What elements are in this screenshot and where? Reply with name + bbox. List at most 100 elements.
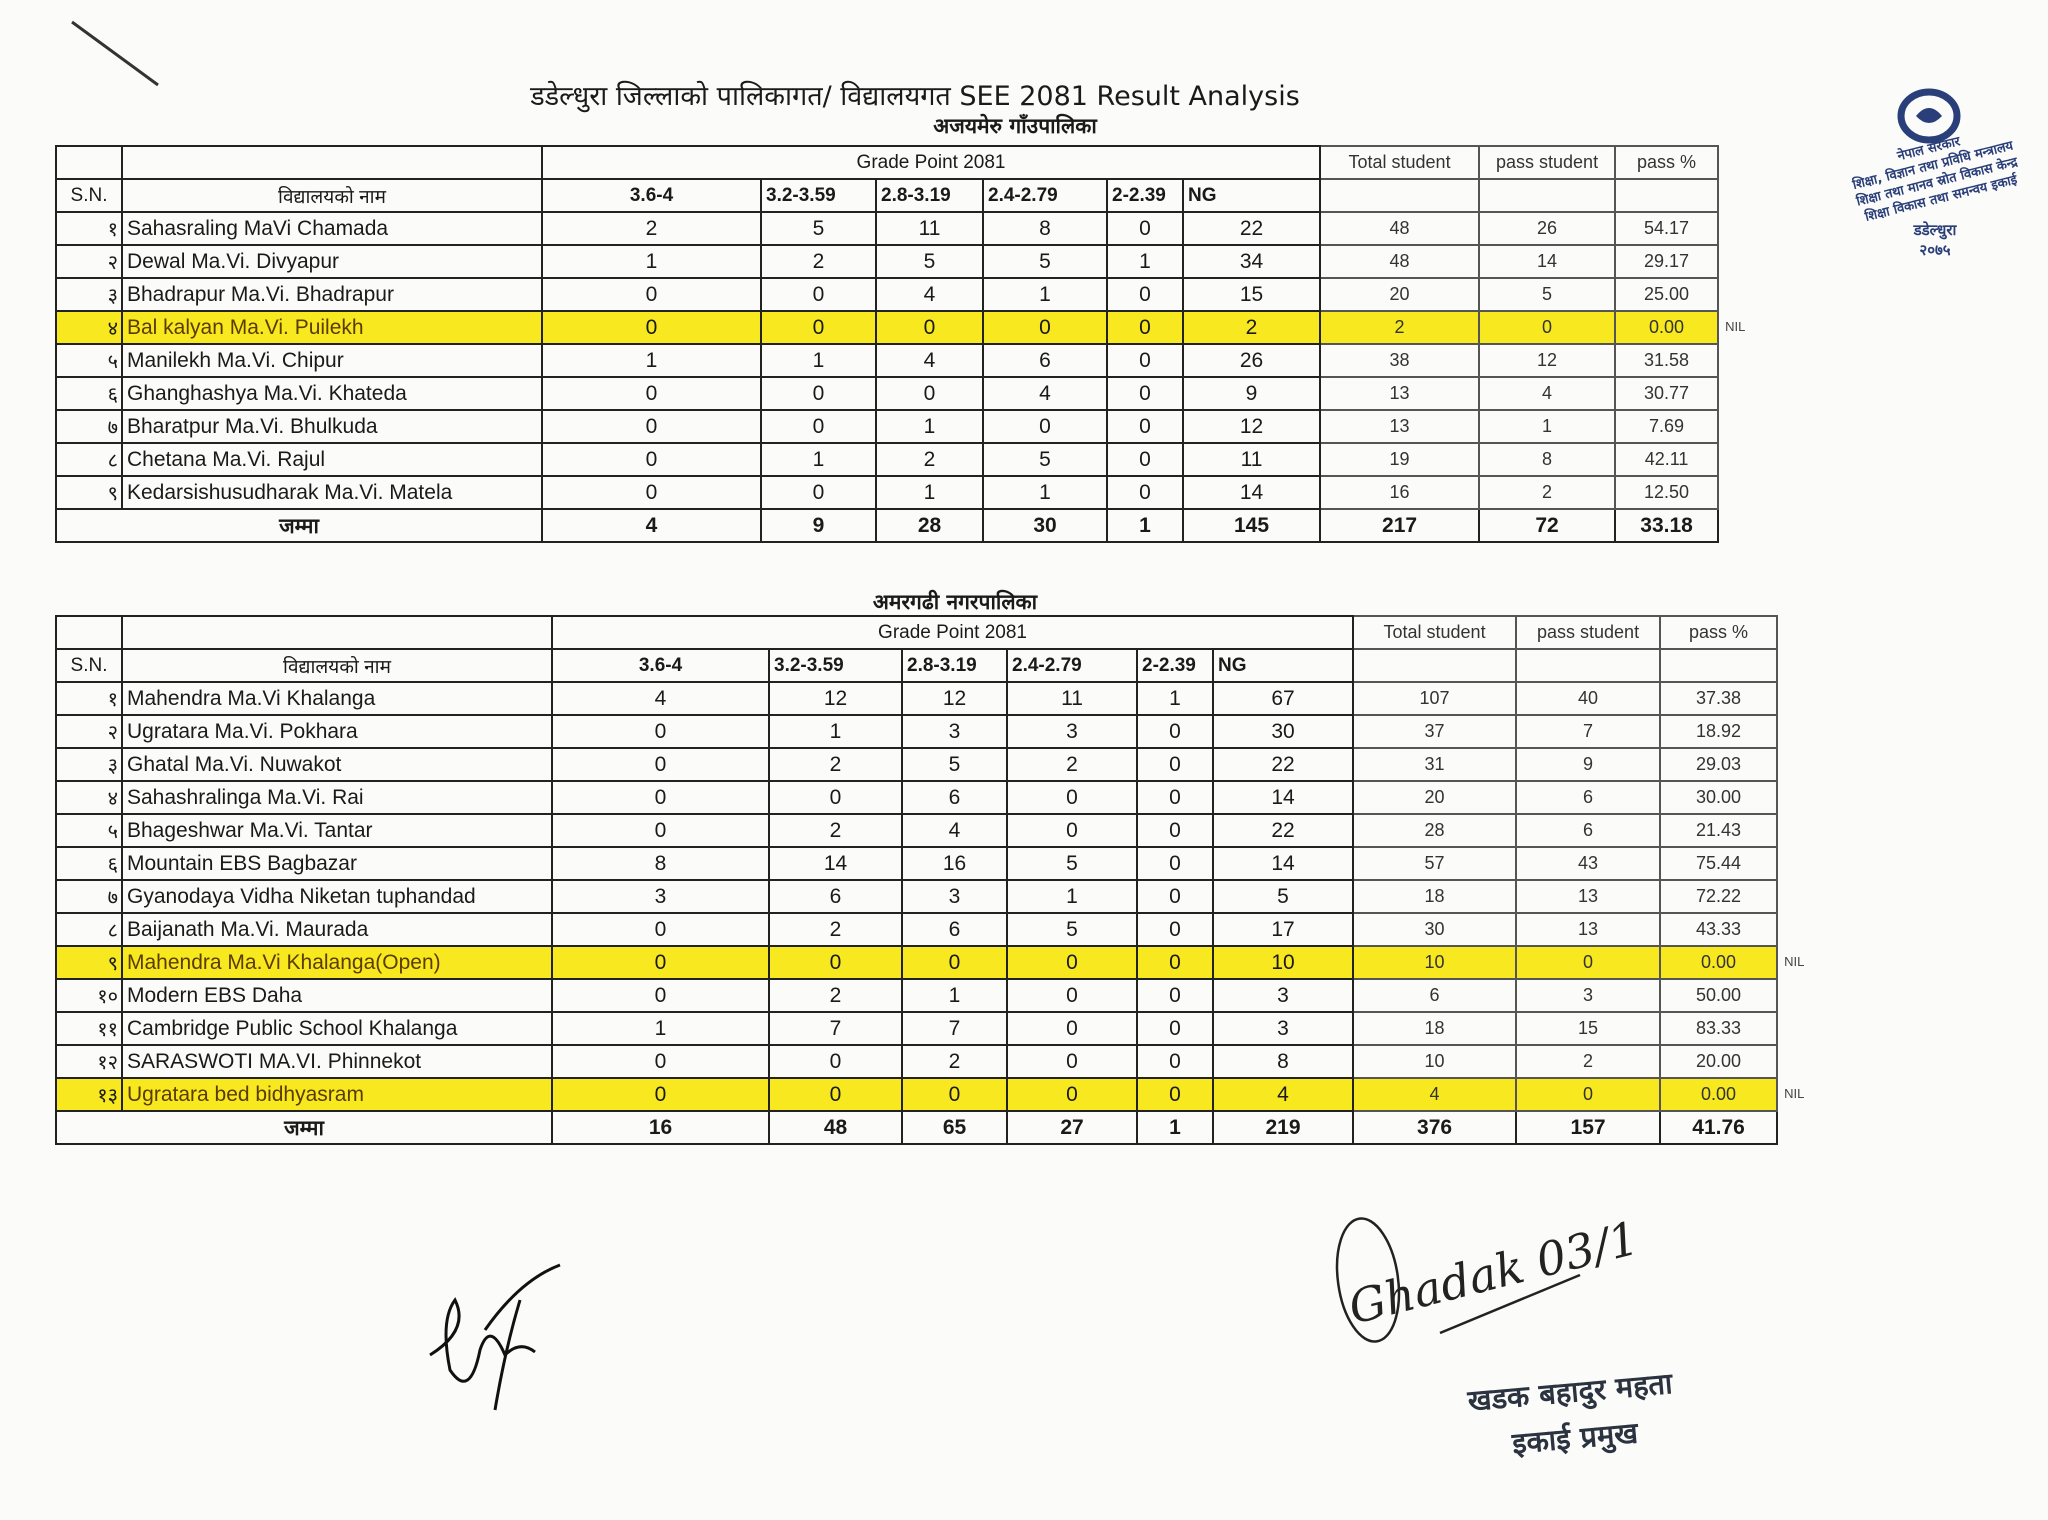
count-3.2-3.59: 0 <box>760 310 877 345</box>
count-2-2.39: 0 <box>1136 846 1214 881</box>
total-value: 16 <box>551 1110 770 1145</box>
school-name: Bal kalyan Ma.Vi. Puilekh <box>121 310 543 345</box>
count-2.4-2.79: 0 <box>1006 945 1138 980</box>
total-value: 4 <box>541 508 762 543</box>
grade-range-header: 2-2.39 <box>1136 648 1214 683</box>
name-header-blank <box>121 145 543 180</box>
total-student: 30 <box>1352 912 1518 947</box>
count-2-2.39: 0 <box>1136 780 1214 815</box>
school-name: Cambridge Public School Khalanga <box>121 1011 553 1046</box>
school-name: Baijanath Ma.Vi. Maurada <box>121 912 553 947</box>
pass-percent-header: pass % <box>1614 145 1720 180</box>
total-student: 2 <box>1319 310 1481 345</box>
count-3.2-3.59: 2 <box>768 978 903 1013</box>
serial-number: ८ <box>55 912 123 947</box>
serial-number: ७ <box>55 409 123 444</box>
school-name: Manilekh Ma.Vi. Chipur <box>121 343 543 378</box>
sn-header-blank <box>55 145 123 180</box>
count-2-2.39: 0 <box>1136 912 1214 947</box>
count-3.2-3.59: 0 <box>760 376 877 411</box>
count-2-2.39: 0 <box>1136 978 1214 1013</box>
school-name: Sahashralinga Ma.Vi. Rai <box>121 780 553 815</box>
total-student: 18 <box>1352 879 1518 914</box>
count-3.6-4: 0 <box>551 813 770 848</box>
count-2-2.39: 0 <box>1136 747 1214 782</box>
header-row-2: S.N. विद्यालयको नाम 3.6-4 3.2-3.59 2.8-3.19 2… <box>55 178 1720 213</box>
count-3.2-3.59: 12 <box>768 681 903 716</box>
count-ng: 11 <box>1181 442 1322 477</box>
count-2.8-3.19: 2 <box>901 1044 1008 1079</box>
pass-student: 0 <box>1478 310 1617 345</box>
count-2.4-2.79: 11 <box>1006 681 1138 716</box>
serial-number: ५ <box>55 343 123 378</box>
count-3.6-4: 1 <box>551 1011 770 1046</box>
count-2.8-3.19: 0 <box>875 376 984 411</box>
count-3.2-3.59: 2 <box>768 747 903 782</box>
total-student-header: Total student <box>1319 145 1481 180</box>
count-ng: 34 <box>1181 244 1322 279</box>
count-2.4-2.79: 0 <box>982 310 1108 345</box>
count-2.4-2.79: 5 <box>982 244 1108 279</box>
count-3.6-4: 0 <box>551 1077 770 1112</box>
table-row: १० Modern EBS Daha 0 2 1 0 0 3 6 3 50.00 <box>55 978 1779 1013</box>
serial-number: १ <box>55 211 123 246</box>
school-name: SARASWOTI MA.VI. Phinnekot <box>121 1044 553 1079</box>
count-3.2-3.59: 0 <box>760 475 877 510</box>
count-3.2-3.59: 0 <box>768 945 903 980</box>
pass-percent: 0.00 <box>1659 945 1779 980</box>
count-3.2-3.59: 2 <box>768 912 903 947</box>
pass-student: 0 <box>1515 945 1662 980</box>
pass-percent: 7.69 <box>1614 409 1720 444</box>
grade-range-header: 3.2-3.59 <box>760 178 877 213</box>
grade-range-header: 3.6-4 <box>541 178 762 213</box>
school-name: Mountain EBS Bagbazar <box>121 846 553 881</box>
grade-range-header: 3.6-4 <box>551 648 770 683</box>
pass-student: 14 <box>1478 244 1617 279</box>
count-3.6-4: 0 <box>551 714 770 749</box>
total-student: 10 <box>1352 1044 1518 1079</box>
pass-percent: 30.00 <box>1659 780 1779 815</box>
results-table-ajaymeru: Grade Point 2081 Total student pass studen… <box>55 145 1720 543</box>
name-header-blank <box>121 615 553 650</box>
count-3.6-4: 0 <box>551 912 770 947</box>
count-3.2-3.59: 0 <box>768 780 903 815</box>
pass-percent: 0.00 <box>1614 310 1720 345</box>
total-student: 38 <box>1319 343 1481 378</box>
grade-range-header: 2.8-3.19 <box>875 178 984 213</box>
pass-student: 12 <box>1478 343 1617 378</box>
count-2.4-2.79: 0 <box>1006 780 1138 815</box>
school-name: Modern EBS Daha <box>121 978 553 1013</box>
count-ng: 8 <box>1211 1044 1355 1079</box>
serial-number: १ <box>55 681 123 716</box>
count-2.8-3.19: 4 <box>901 813 1008 848</box>
pass-student: 15 <box>1515 1011 1662 1046</box>
pass-percent: 29.03 <box>1659 747 1779 782</box>
sn-header: S.N. <box>55 178 123 213</box>
blank-header-cell <box>1515 648 1662 683</box>
total-value: 157 <box>1515 1110 1662 1145</box>
count-3.2-3.59: 6 <box>768 879 903 914</box>
grade-range-header: NG <box>1211 648 1355 683</box>
count-3.6-4: 0 <box>551 945 770 980</box>
table-row: ९ Kedarsishusudharak Ma.Vi. Matela 0 0 1 1 0 14… <box>55 475 1720 510</box>
header-row-2: S.N. विद्यालयको नाम 3.6-4 3.2-3.59 2.8-3.19 2… <box>55 648 1779 683</box>
school-name: Ugratara Ma.Vi. Pokhara <box>121 714 553 749</box>
count-3.2-3.59: 0 <box>760 409 877 444</box>
count-2-2.39: 0 <box>1106 475 1184 510</box>
count-2.8-3.19: 2 <box>875 442 984 477</box>
count-2-2.39: 0 <box>1106 343 1184 378</box>
table-row: ९ Mahendra Ma.Vi Khalanga(Open) 0 0 0 0 0 10 10 0… <box>55 945 1779 980</box>
count-2-2.39: 0 <box>1136 714 1214 749</box>
serial-number: १० <box>55 978 123 1013</box>
total-student: 107 <box>1352 681 1518 716</box>
count-2-2.39: 0 <box>1106 442 1184 477</box>
serial-number: ४ <box>55 780 123 815</box>
pass-percent: 29.17 <box>1614 244 1720 279</box>
table-row: ७ Gyanodaya Vidha Niketan tuphandad 3 6 3 1 0 5… <box>55 879 1779 914</box>
pass-student: 2 <box>1515 1044 1662 1079</box>
right-signature: Ghadak 03/15 <box>1335 1204 1640 1343</box>
total-student: 48 <box>1319 244 1481 279</box>
count-3.2-3.59: 1 <box>760 343 877 378</box>
pass-percent: 50.00 <box>1659 978 1779 1013</box>
count-2.8-3.19: 1 <box>875 409 984 444</box>
